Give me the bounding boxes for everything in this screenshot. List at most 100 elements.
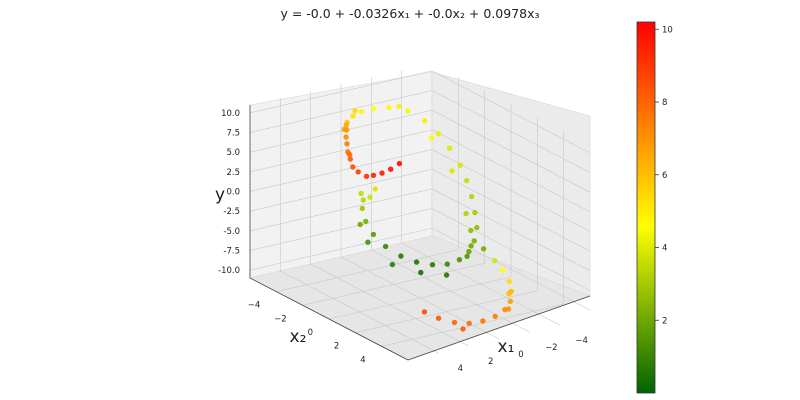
colorbar-tick-label: 2: [662, 316, 667, 326]
colorbar-tick-label: 6: [662, 171, 667, 181]
y-tick-label: -5.0: [223, 227, 240, 237]
data-point: [363, 218, 369, 225]
data-point: [449, 168, 455, 174]
y-axis-label: y: [215, 185, 225, 205]
grid-y: [249, 168, 591, 252]
grid-y: [249, 227, 591, 311]
data-point: [464, 253, 470, 259]
data-point: [372, 186, 378, 192]
data-point: [435, 131, 442, 137]
data-point: [421, 309, 428, 315]
data-point: [360, 197, 366, 203]
data-point: [474, 224, 480, 231]
data-point: [396, 160, 403, 167]
data-point: [370, 172, 377, 178]
data-point: [396, 103, 402, 110]
grid-floor-x2: [328, 276, 512, 320]
data-point: [347, 156, 353, 162]
data-point: [492, 257, 498, 264]
grid-floor-x2: [381, 304, 564, 347]
x1-tick-label: −2: [545, 343, 558, 353]
y-tick-label: 0.0: [226, 188, 240, 198]
data-point: [500, 267, 506, 273]
grid-y: [249, 90, 591, 173]
data-point: [471, 238, 477, 244]
data-point: [456, 257, 463, 263]
data-point: [344, 141, 350, 147]
data-point: [468, 243, 474, 249]
data-point: [508, 288, 514, 295]
x2-tick-label: −2: [274, 314, 287, 324]
y-tick-label: 5.0: [226, 148, 240, 158]
colorbar-ticks: 2 4 6 8 10: [655, 25, 673, 326]
data-point: [350, 164, 356, 170]
x1-tick-label: 2: [488, 357, 493, 367]
data-point: [435, 315, 442, 321]
colorbar: 2 4 6 8 10: [636, 21, 673, 394]
data-point: [365, 239, 371, 245]
tick-labels: -10.0 -7.5 -5.0 -2.5 0.0 2.5 5.0 7.5 10.0 −4 −2 0 2 4…: [218, 109, 588, 374]
x1-axis-label: x₁: [498, 337, 515, 357]
x2-axis-label: x₂: [290, 327, 307, 347]
data-point: [388, 166, 394, 172]
y-tick-label: 10.0: [221, 109, 240, 119]
data-point: [382, 243, 389, 250]
x2-tick-label: −4: [248, 301, 261, 311]
data-point: [507, 298, 513, 304]
data-point: [405, 108, 411, 114]
colorbar-tick-label: 10: [662, 25, 673, 35]
data-point: [357, 221, 363, 228]
data-point: [343, 134, 349, 140]
data-point: [446, 145, 453, 151]
y-tick-label: -10.0: [218, 266, 240, 276]
colorbar-tick-label: 4: [662, 244, 667, 254]
colorbar-tick-label: 8: [662, 98, 667, 108]
grid-y: [249, 129, 591, 213]
data-point: [389, 261, 396, 268]
data-points: [341, 103, 514, 332]
y-tick-label: -7.5: [223, 246, 240, 256]
data-point: [370, 231, 377, 238]
data-point: [386, 104, 392, 111]
grid-y: [249, 188, 591, 272]
data-point: [444, 261, 450, 267]
data-point: [480, 246, 487, 252]
data-point: [363, 173, 370, 179]
data-point: [443, 272, 450, 278]
data-point: [466, 320, 472, 327]
data-point: [413, 259, 420, 265]
x1-tick-label: 4: [458, 364, 463, 374]
x2-tick-label: 2: [334, 342, 339, 352]
colorbar-gradient: [636, 21, 656, 394]
data-point: [418, 269, 424, 276]
data-point: [492, 313, 498, 320]
data-point: [506, 278, 512, 285]
x1-axis-line: [407, 295, 591, 361]
y-tick-label: -2.5: [223, 207, 240, 217]
grid-y: [249, 149, 591, 232]
data-point: [343, 122, 349, 128]
grid-y: [249, 208, 591, 291]
data-point: [460, 326, 466, 332]
x1-tick-label: −4: [575, 336, 588, 346]
data-point: [472, 209, 478, 216]
grid-y: [249, 109, 591, 193]
x1-tick-label: 0: [518, 350, 523, 360]
data-point: [457, 162, 463, 168]
grid-lines: [249, 70, 591, 354]
data-point: [352, 108, 358, 114]
data-point: [398, 253, 404, 259]
data-point: [429, 135, 435, 141]
data-point: [468, 193, 475, 200]
axes-panes: [249, 71, 591, 361]
data-point: [468, 227, 474, 234]
x2-axis-line: [249, 277, 409, 361]
data-point: [371, 105, 377, 112]
data-point: [379, 170, 385, 176]
data-point: [350, 113, 356, 119]
y-tick-label: 2.5: [226, 168, 240, 178]
grid-floor-x2: [276, 249, 459, 292]
grid-floor-x2: [355, 290, 538, 333]
